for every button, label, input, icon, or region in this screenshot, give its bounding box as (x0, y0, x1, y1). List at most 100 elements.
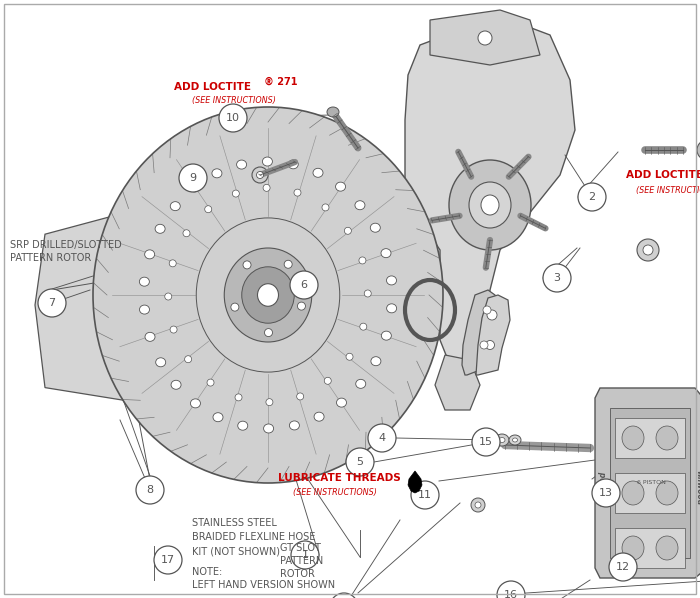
Ellipse shape (314, 412, 324, 421)
Text: 9: 9 (190, 173, 197, 183)
Text: NOTE:: NOTE: (192, 567, 223, 577)
Ellipse shape (656, 481, 678, 505)
Polygon shape (595, 388, 700, 578)
Ellipse shape (622, 481, 644, 505)
Ellipse shape (243, 261, 251, 269)
Ellipse shape (481, 195, 499, 215)
Circle shape (368, 424, 396, 452)
Ellipse shape (183, 230, 190, 237)
Circle shape (578, 183, 606, 211)
Ellipse shape (512, 438, 517, 442)
Ellipse shape (252, 167, 268, 183)
Ellipse shape (327, 107, 339, 117)
Ellipse shape (289, 421, 300, 430)
Ellipse shape (656, 536, 678, 560)
Text: 13: 13 (599, 488, 613, 498)
Ellipse shape (130, 355, 141, 368)
Ellipse shape (664, 507, 671, 514)
Circle shape (179, 164, 207, 192)
Text: (SEE INSTRUCTIONS): (SEE INSTRUCTIONS) (192, 96, 276, 105)
Ellipse shape (155, 224, 165, 233)
Text: (SEE INSTRUCTIONS): (SEE INSTRUCTIONS) (293, 489, 377, 498)
Ellipse shape (622, 426, 644, 450)
Ellipse shape (622, 536, 644, 560)
Text: 8: 8 (146, 485, 153, 495)
Ellipse shape (207, 379, 214, 386)
Text: 5: 5 (356, 457, 363, 467)
Ellipse shape (371, 356, 381, 366)
Circle shape (219, 104, 247, 132)
Text: ADD LOCTITE: ADD LOCTITE (174, 82, 251, 92)
Polygon shape (435, 355, 480, 410)
Text: 16: 16 (504, 590, 518, 598)
Circle shape (609, 553, 637, 581)
Ellipse shape (284, 260, 292, 269)
Ellipse shape (288, 160, 298, 169)
Ellipse shape (174, 298, 184, 312)
Ellipse shape (483, 306, 491, 314)
Polygon shape (615, 473, 685, 513)
Ellipse shape (322, 204, 329, 211)
Text: ADD LOCTITE: ADD LOCTITE (626, 170, 700, 180)
Text: 17: 17 (161, 555, 175, 565)
Ellipse shape (337, 398, 346, 407)
Ellipse shape (382, 331, 391, 340)
Ellipse shape (169, 260, 176, 267)
Polygon shape (615, 528, 685, 568)
Text: 6: 6 (300, 280, 307, 290)
Text: 3: 3 (554, 273, 561, 283)
Ellipse shape (170, 326, 177, 333)
Ellipse shape (190, 399, 200, 408)
Ellipse shape (145, 250, 155, 259)
Ellipse shape (478, 31, 492, 45)
Ellipse shape (495, 434, 509, 446)
Ellipse shape (660, 502, 676, 518)
Text: 7: 7 (48, 298, 55, 308)
Ellipse shape (164, 293, 172, 300)
Ellipse shape (155, 358, 166, 367)
Ellipse shape (509, 435, 521, 445)
Ellipse shape (360, 323, 367, 330)
Ellipse shape (265, 328, 272, 337)
Ellipse shape (264, 424, 274, 433)
Circle shape (472, 428, 500, 456)
Text: 2: 2 (589, 192, 596, 202)
Ellipse shape (256, 172, 263, 178)
Ellipse shape (449, 160, 531, 250)
Polygon shape (430, 10, 540, 65)
Polygon shape (462, 290, 505, 375)
Text: SRP DRILLED/SLOTTED: SRP DRILLED/SLOTTED (10, 240, 122, 250)
Ellipse shape (475, 502, 481, 508)
Text: GT SLOT: GT SLOT (280, 543, 321, 553)
Polygon shape (405, 20, 575, 370)
Ellipse shape (142, 287, 158, 323)
Ellipse shape (637, 239, 659, 261)
Polygon shape (615, 418, 685, 458)
Circle shape (330, 593, 358, 598)
Circle shape (411, 481, 439, 509)
Text: wilwood: wilwood (598, 471, 608, 506)
Ellipse shape (480, 341, 488, 349)
Ellipse shape (159, 242, 170, 255)
Ellipse shape (185, 356, 192, 363)
Ellipse shape (335, 182, 346, 191)
Text: 10: 10 (226, 113, 240, 123)
Ellipse shape (359, 257, 366, 264)
Ellipse shape (643, 245, 653, 255)
Ellipse shape (130, 242, 141, 255)
Ellipse shape (346, 353, 353, 360)
Text: ROTOR: ROTOR (280, 569, 315, 579)
Text: wilwood: wilwood (694, 471, 700, 506)
Ellipse shape (204, 206, 211, 213)
Polygon shape (476, 295, 510, 375)
Ellipse shape (238, 421, 248, 430)
Ellipse shape (127, 252, 174, 358)
Ellipse shape (145, 332, 155, 341)
Circle shape (290, 271, 318, 299)
Circle shape (543, 264, 571, 292)
Text: PATTERN: PATTERN (280, 556, 323, 566)
Ellipse shape (297, 393, 304, 400)
Polygon shape (35, 205, 155, 405)
Ellipse shape (355, 201, 365, 210)
Ellipse shape (324, 377, 331, 385)
